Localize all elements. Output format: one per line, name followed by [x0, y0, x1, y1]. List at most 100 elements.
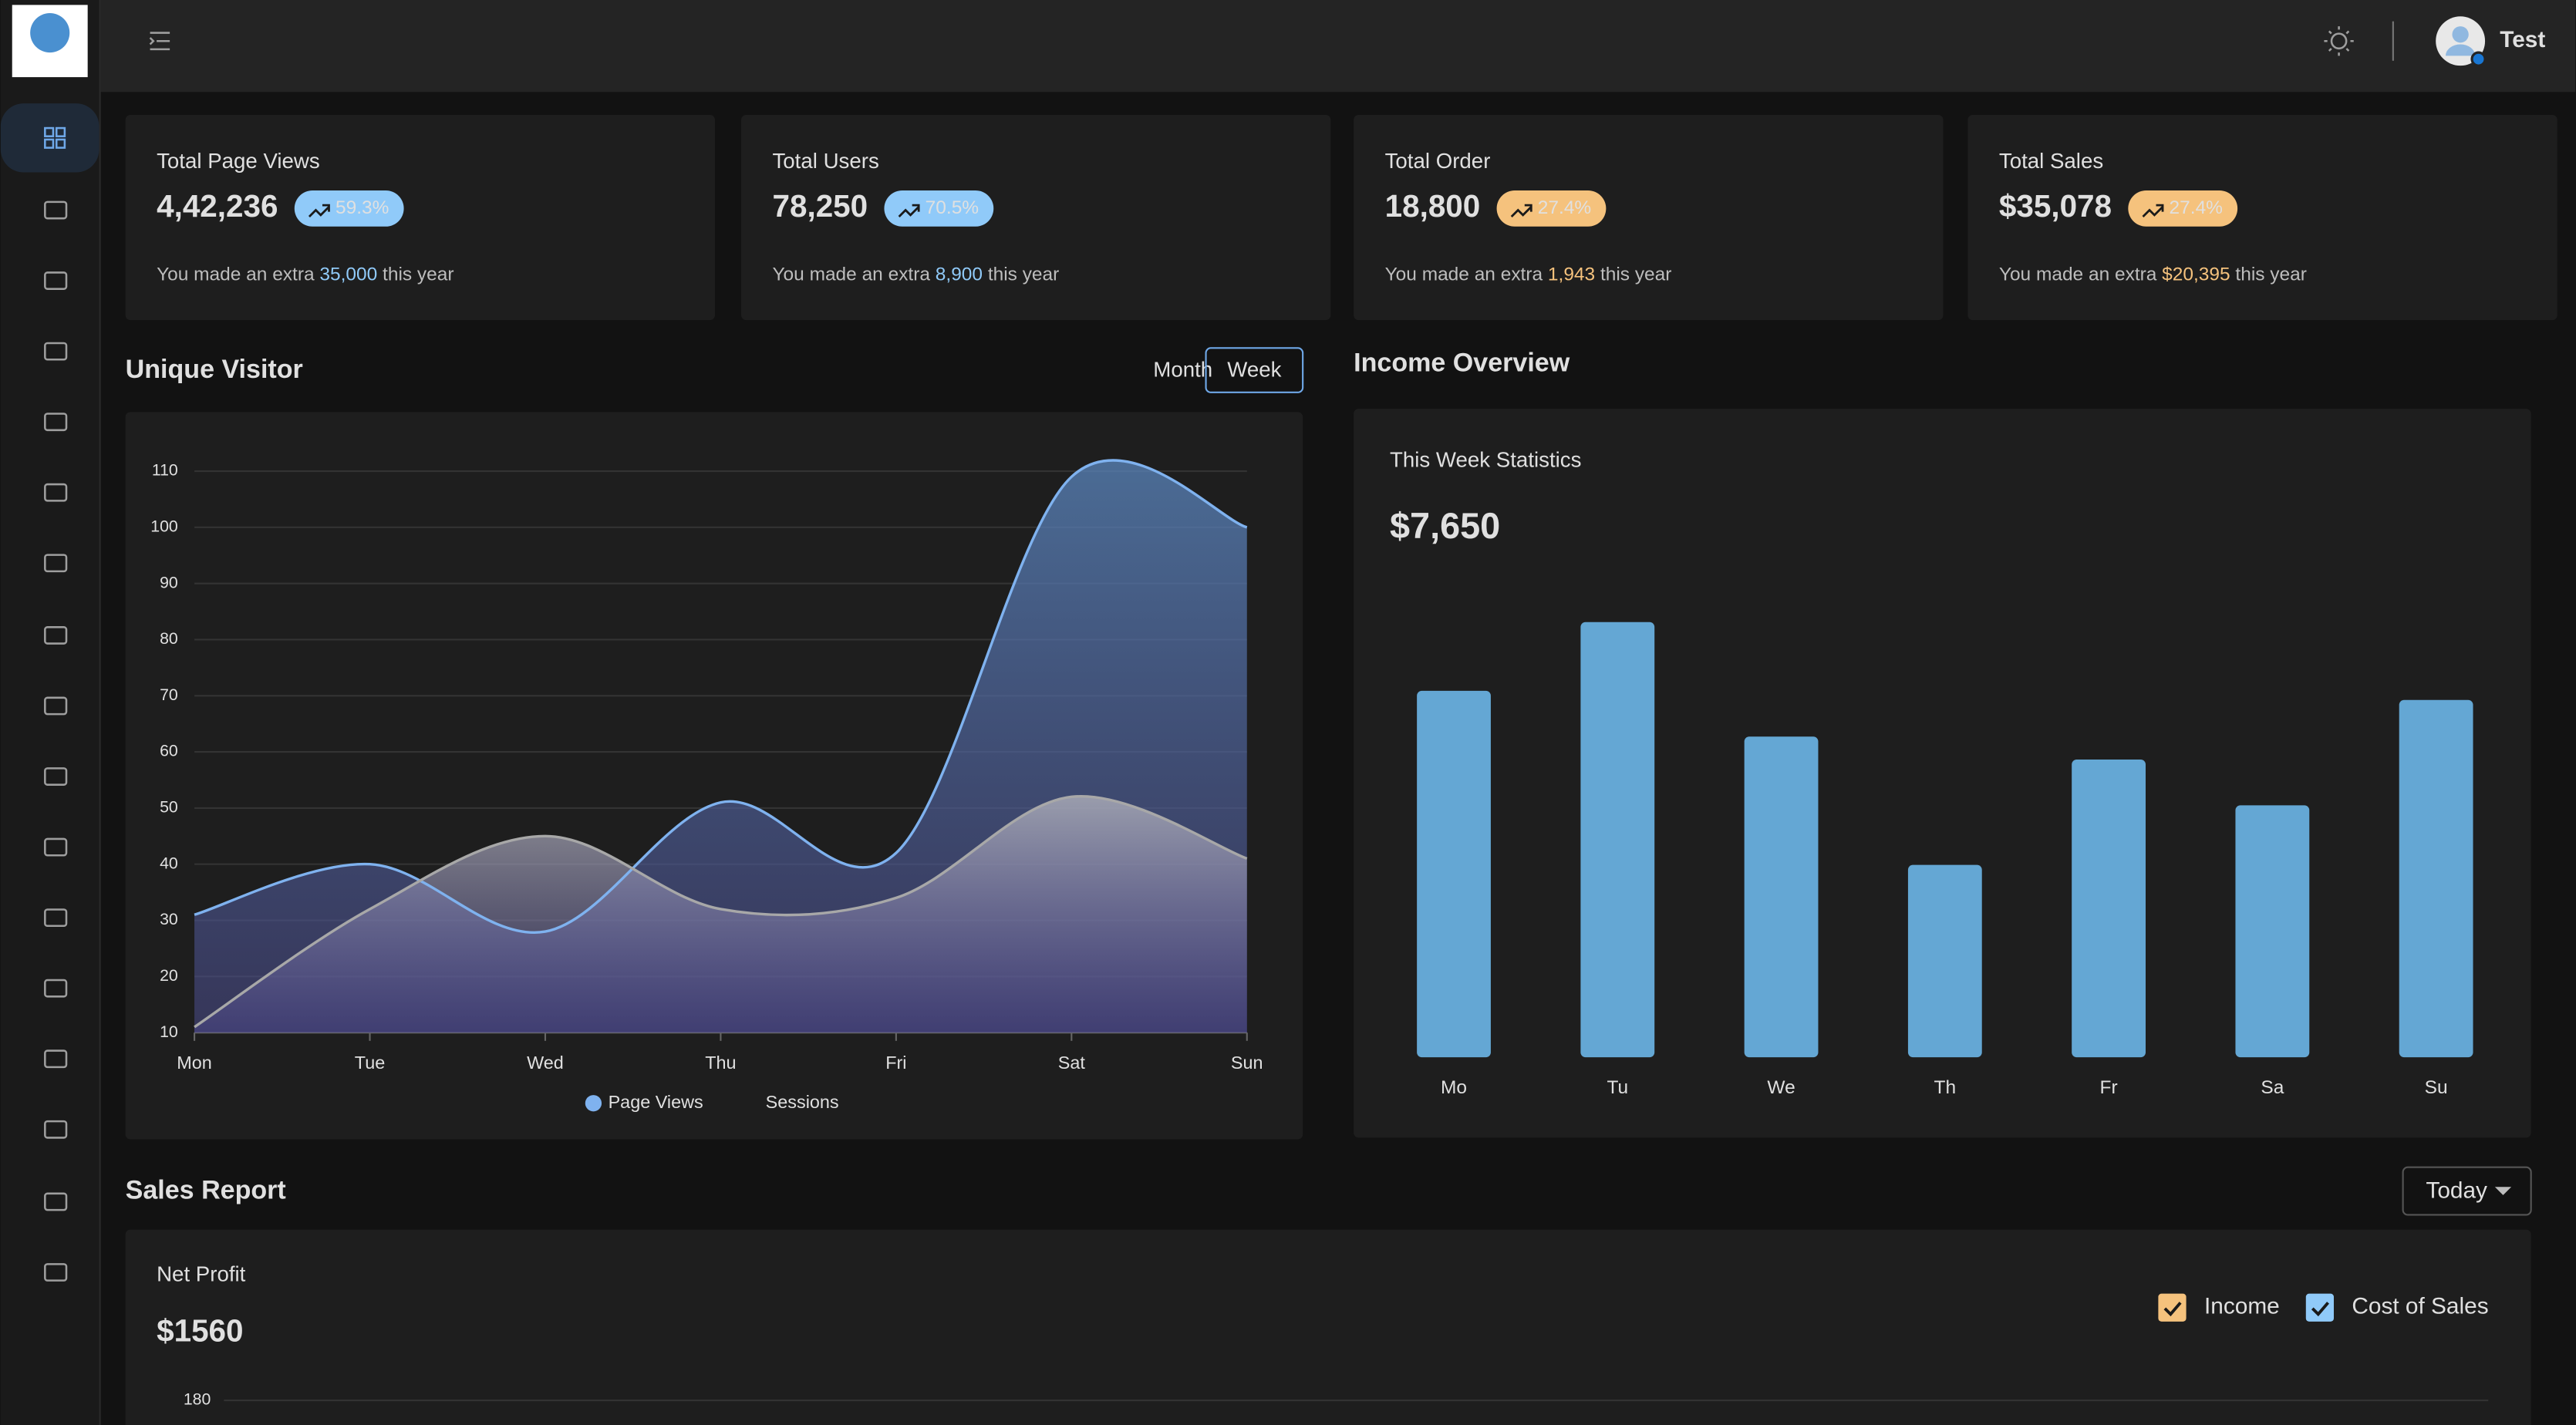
sales-report: Sales Report Today Net Profit $1560 Income Co…: [125, 1166, 2532, 1425]
nav-icon[interactable]: [44, 696, 68, 716]
card-value: 4,42,236: [157, 188, 278, 224]
note-part: $20,395: [2162, 264, 2230, 285]
badge-icon: [308, 204, 330, 218]
income-overview: Income Overview This Week Statistics $7,65…: [1354, 349, 2531, 1138]
subtitle: This Week Statistics: [1390, 448, 1581, 472]
y-tick-label: 10: [160, 1022, 178, 1041]
legend-checkbox[interactable]: [2305, 1293, 2334, 1322]
badge: [884, 190, 994, 227]
section-title: Unique Visitor: [126, 355, 303, 384]
y-tick-label: 20: [160, 966, 178, 985]
x-tick-label: Tue: [355, 1053, 385, 1073]
badge: [294, 190, 404, 227]
card-title: Total Page Views: [157, 149, 320, 173]
note-part: You made an extra: [1385, 264, 1548, 285]
card-value: 18,800: [1385, 188, 1481, 224]
card-value: $35,078: [1999, 188, 2112, 224]
nav-icon[interactable]: [55, 126, 66, 137]
nav-icon[interactable]: [44, 979, 68, 998]
toggle-active[interactable]: [1205, 347, 1304, 393]
nav-icon[interactable]: [55, 138, 66, 149]
nav-icon[interactable]: [44, 837, 68, 857]
subtitle: Net Profit: [157, 1262, 246, 1286]
note-part: this year: [983, 264, 1059, 285]
x-tick-label: Th: [1934, 1077, 1957, 1098]
avatar-body: [2445, 44, 2476, 56]
nav-icon[interactable]: [44, 908, 68, 928]
nav-icons: [44, 126, 68, 1282]
legend-label[interactable]: Cost of Sales: [2352, 1294, 2488, 1319]
card-title: Total Users: [772, 149, 878, 173]
stat-card: [1354, 115, 1944, 321]
x-tick-label: Mo: [1441, 1077, 1467, 1098]
menu-icon[interactable]: [149, 32, 170, 51]
nav-icon[interactable]: [44, 200, 68, 220]
note-part: this year: [2230, 264, 2307, 285]
legend-label[interactable]: Page Views: [609, 1092, 703, 1112]
logo-mark: [30, 13, 70, 53]
badge-text: 27.4%: [2170, 197, 2223, 218]
nav-icon[interactable]: [44, 271, 68, 290]
filter-value[interactable]: Today: [2426, 1178, 2487, 1204]
section-title: Income Overview: [1354, 349, 1570, 378]
nav-icon[interactable]: [44, 483, 68, 502]
x-tick-label: Fr: [2100, 1077, 2118, 1098]
legend-label[interactable]: Income: [2204, 1294, 2280, 1319]
y-tick-label: 40: [160, 854, 178, 872]
toggle[interactable]: Week: [1227, 357, 1281, 381]
x-tick-label: Sa: [2261, 1077, 2284, 1098]
nav-icon[interactable]: [44, 1263, 68, 1282]
card-title: Total Sales: [1999, 149, 2103, 173]
line: [194, 794, 1248, 1029]
badge: [1496, 190, 1607, 227]
y-tick-label: 70: [160, 686, 178, 704]
note-part: 35,000: [319, 264, 377, 285]
badge-icon: [2142, 204, 2164, 218]
nav-icon[interactable]: [44, 767, 68, 786]
x-tick-label: Wed: [527, 1053, 564, 1073]
card-title: Total Order: [1385, 149, 1491, 173]
badge: [2128, 190, 2238, 227]
y-tick-label: 110: [152, 461, 178, 480]
chart-panel: [125, 1229, 2531, 1425]
note-part: You made an extra: [772, 264, 935, 285]
nav-active[interactable]: [0, 103, 99, 173]
nav-icon[interactable]: [44, 1120, 68, 1139]
note-part: 1,943: [1548, 264, 1595, 285]
nav-icon[interactable]: [44, 413, 68, 432]
theme-icon[interactable]: [2324, 26, 2354, 56]
note-part: You made an extra: [157, 264, 319, 285]
badge-text: 70.5%: [926, 197, 979, 218]
dropdown-caret: [2494, 1187, 2512, 1195]
user-name[interactable]: Test: [2500, 27, 2545, 52]
x-tick-label: Sun: [1231, 1053, 1263, 1073]
legend-checkbox[interactable]: [2158, 1293, 2187, 1322]
x-tick-label: Su: [2425, 1077, 2448, 1098]
bar: [1580, 622, 1655, 1058]
toggle[interactable]: Month: [1153, 357, 1212, 381]
card-note: You made an extra 1,943 this year: [1385, 264, 1672, 285]
nav-icon[interactable]: [44, 126, 55, 137]
nav-icon[interactable]: [44, 1049, 68, 1069]
bar: [1907, 864, 1982, 1058]
nav-icon[interactable]: [44, 554, 68, 573]
x-tick-label: Thu: [705, 1053, 736, 1073]
filter-select[interactable]: [2402, 1166, 2532, 1216]
legend-label[interactable]: Sessions: [766, 1092, 839, 1112]
x-tick-label: Fri: [885, 1053, 906, 1073]
cards: Total Page Views 4,42,236 59.3% You made an…: [125, 115, 2557, 321]
nav-icon[interactable]: [44, 138, 55, 149]
y-tick-label: 50: [160, 798, 178, 817]
card-note: You made an extra 35,000 this year: [157, 264, 453, 285]
badge-text: 59.3%: [335, 197, 389, 218]
check: [2163, 1302, 2182, 1317]
nav-icon[interactable]: [44, 626, 68, 645]
stat-card: [1967, 115, 2557, 321]
total: $7,650: [1390, 506, 1500, 546]
legend-dot[interactable]: [585, 1095, 602, 1112]
section-title: Sales Report: [126, 1176, 286, 1205]
nav-icon[interactable]: [44, 1192, 68, 1211]
nav-icon[interactable]: [44, 342, 68, 361]
badge-icon: [898, 204, 920, 218]
topbar: [100, 0, 2576, 93]
